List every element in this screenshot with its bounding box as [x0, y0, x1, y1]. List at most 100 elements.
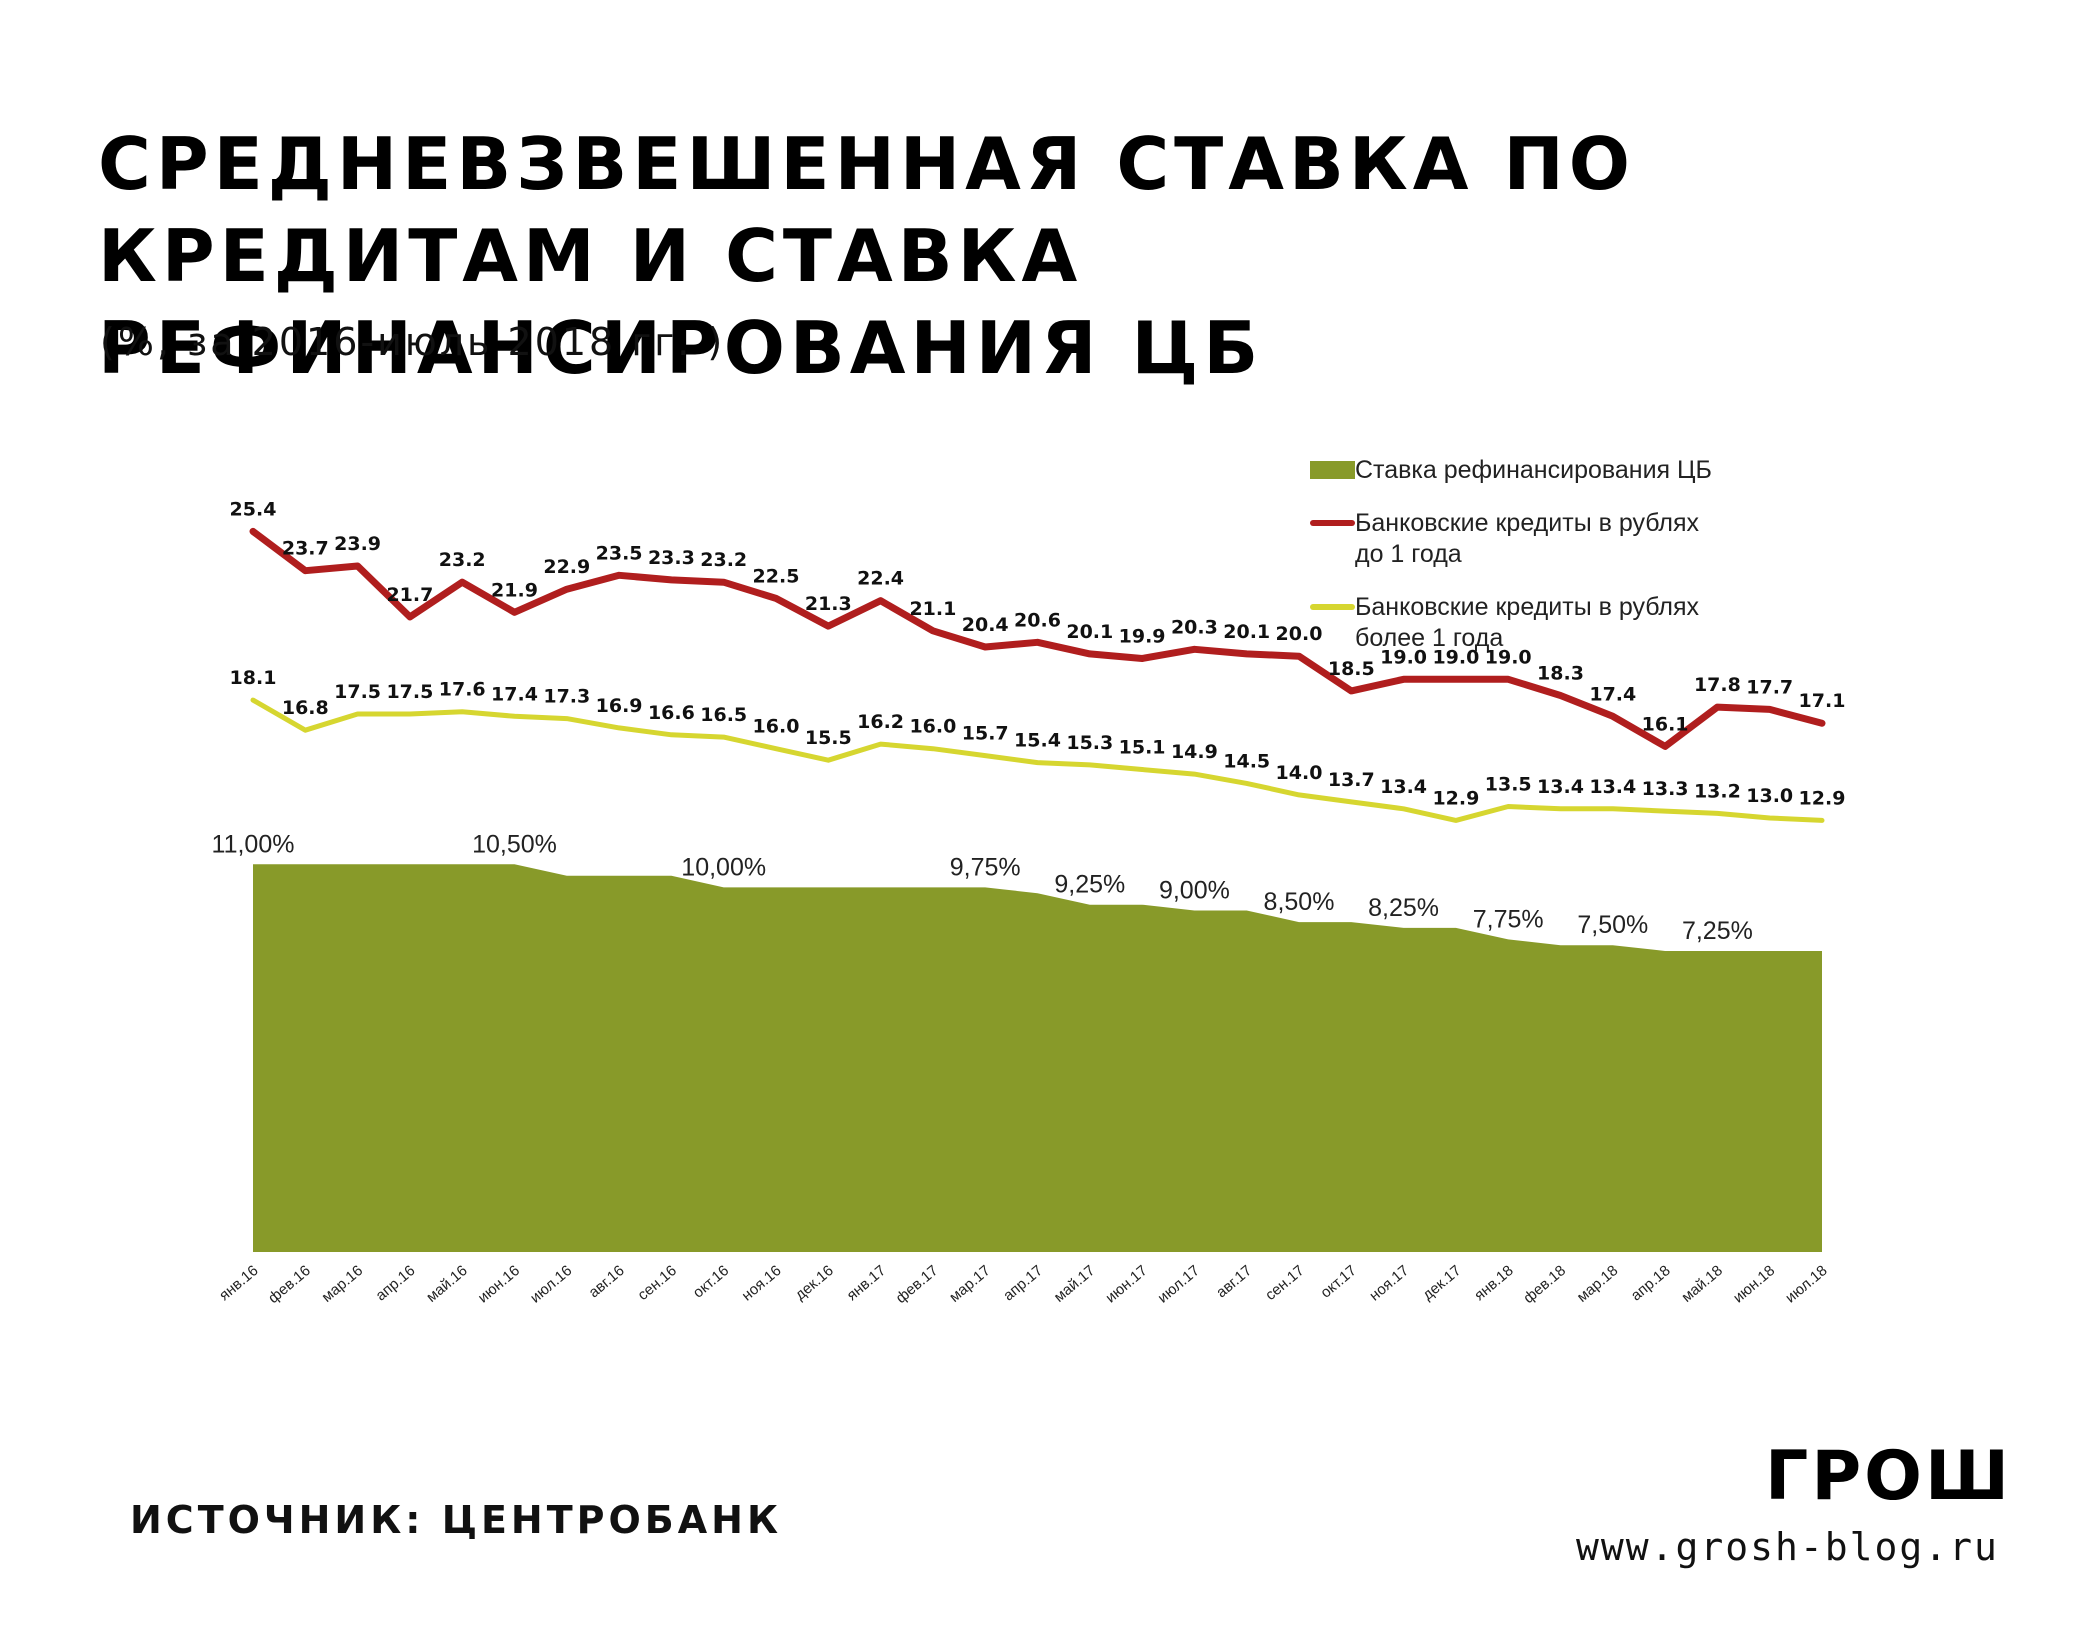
refinancing-label: 8,50%	[1264, 888, 1335, 916]
short-term-data-label: 19.0	[1485, 646, 1532, 668]
short-term-data-label: 23.2	[700, 549, 747, 571]
short-term-data-label: 20.0	[1276, 623, 1323, 645]
short-term-data-label: 18.5	[1328, 658, 1375, 680]
x-tick-label: апр.18	[1628, 1262, 1674, 1304]
long-term-data-label: 17.3	[543, 686, 590, 708]
short-term-data-label: 20.3	[1171, 616, 1218, 638]
refinancing-label: 10,50%	[472, 830, 557, 858]
long-term-data-label: 17.5	[386, 681, 433, 703]
long-term-data-label: 13.4	[1537, 776, 1584, 798]
short-term-data-label: 23.2	[439, 549, 486, 571]
short-term-data-label: 20.6	[1014, 609, 1061, 631]
x-tick-label: сен.17	[1262, 1262, 1307, 1304]
refinancing-label: 7,75%	[1473, 905, 1544, 933]
x-tick-label: май.18	[1678, 1262, 1726, 1306]
long-term-data-label: 14.5	[1223, 750, 1270, 772]
refinancing-label: 9,25%	[1054, 871, 1125, 899]
long-term-data-label: 16.6	[648, 702, 695, 724]
x-tick-label: ноя.16	[739, 1262, 785, 1304]
short-term-data-label: 25.4	[230, 498, 277, 520]
short-term-data-label: 20.1	[1223, 621, 1270, 643]
long-term-data-label: 13.5	[1485, 774, 1532, 796]
refinancing-label: 11,00%	[212, 830, 295, 858]
long-term-data-label: 13.3	[1642, 778, 1689, 800]
long-term-data-label: 17.5	[334, 681, 381, 703]
legend-item-short-term: Банковские кредиты в рублях до 1 года	[1310, 508, 1730, 570]
short-term-data-label: 17.1	[1799, 690, 1846, 712]
x-tick-label: мар.16	[319, 1262, 367, 1306]
long-term-data-label: 14.0	[1276, 762, 1323, 784]
short-term-data-label: 21.1	[909, 598, 956, 620]
long-term-data-label: 13.2	[1694, 780, 1741, 802]
chart-title: СРЕДНЕВЗВЕШЕННАЯ СТАВКА ПО КРЕДИТАМ И СТ…	[98, 122, 1635, 390]
short-term-data-label: 22.4	[857, 568, 904, 590]
short-term-line	[249, 527, 1826, 750]
long-term-data-label: 17.4	[491, 683, 538, 705]
legend-swatch-long-term	[1310, 604, 1355, 610]
long-term-data-label: 12.9	[1432, 787, 1479, 809]
long-term-data-label: 13.4	[1589, 776, 1636, 798]
x-tick-label: мар.18	[1574, 1262, 1622, 1306]
chart-subtitle: (%, за 2016-июль 2018 гг. )	[100, 320, 726, 364]
x-tick-label: апр.17	[1000, 1262, 1046, 1304]
x-tick-label: окт.16	[690, 1262, 732, 1301]
chart-legend: Ставка рефинансирования ЦБ Банковские кр…	[1310, 455, 1730, 676]
x-tick-label: фев.17	[893, 1262, 942, 1307]
short-term-data-label: 17.8	[1694, 674, 1741, 696]
x-tick-label: дек.16	[792, 1262, 837, 1304]
short-term-data-label: 19.0	[1380, 646, 1427, 668]
long-term-data-label: 12.9	[1799, 787, 1846, 809]
refinancing-area	[253, 864, 1822, 1252]
rates-chart: 11,00% 10,50% 10,00% 9,75% 9,25% 9,00% 8,50% 8,…	[212, 498, 1846, 1307]
legend-swatch-short-term	[1310, 520, 1355, 526]
legend-item-long-term: Банковские кредиты в рублях более 1 года	[1310, 592, 1730, 654]
long-term-data-label: 14.9	[1171, 741, 1218, 763]
short-term-data-label: 22.9	[543, 556, 590, 578]
x-tick-label: мар.17	[946, 1262, 994, 1306]
refinancing-label: 10,00%	[681, 853, 766, 881]
site-url: www.grosh-blog.ru	[1576, 1525, 1999, 1569]
long-term-data-label: 13.0	[1746, 785, 1793, 807]
brand-logo: ГРОШ	[1765, 1437, 2012, 1516]
long-term-data-label: 15.4	[1014, 730, 1061, 752]
short-term-data-label: 20.4	[962, 614, 1009, 636]
short-term-data-label: 23.3	[648, 547, 695, 569]
x-tick-label: фев.16	[265, 1262, 314, 1307]
short-term-data-label: 19.0	[1432, 646, 1479, 668]
short-term-data-label: 21.3	[805, 593, 852, 615]
x-tick-label: дек.17	[1419, 1262, 1464, 1304]
long-term-data-label: 13.7	[1328, 769, 1375, 791]
long-term-data-label: 16.8	[282, 697, 329, 719]
refinancing-label: 9,75%	[950, 853, 1021, 881]
x-tick-label: май.16	[423, 1262, 471, 1306]
long-term-data-label: 15.7	[962, 723, 1009, 745]
long-term-data-label: 15.1	[1119, 737, 1166, 759]
source-note: ИСТОЧНИК: ЦЕНТРОБАНК	[130, 1498, 783, 1542]
long-term-data-label: 18.1	[230, 667, 277, 689]
short-term-data-label: 22.5	[753, 565, 800, 587]
refinancing-label: 8,25%	[1368, 894, 1439, 922]
legend-label-long-term: Банковские кредиты в рублях более 1 года	[1355, 593, 1700, 652]
short-term-data-label: 21.7	[386, 584, 433, 606]
x-tick-label: янв.17	[844, 1262, 890, 1304]
refinancing-label: 9,00%	[1159, 877, 1230, 905]
x-tick-label: апр.16	[373, 1262, 419, 1304]
x-tick-label: июл.18	[1782, 1262, 1830, 1306]
long-term-data-label: 16.0	[909, 716, 956, 738]
long-term-data-label: 16.2	[857, 711, 904, 733]
long-term-data-label: 16.0	[753, 716, 800, 738]
short-term-data-label: 16.1	[1642, 713, 1689, 735]
short-term-data-label: 17.7	[1746, 676, 1793, 698]
short-term-data-label: 19.9	[1119, 626, 1166, 648]
x-tick-label: янв.16	[216, 1262, 262, 1304]
x-tick-label: июн.16	[475, 1262, 523, 1306]
short-term-data-label: 17.4	[1589, 683, 1636, 705]
short-term-data-label: 23.5	[596, 542, 643, 564]
x-tick-label: июн.17	[1102, 1262, 1150, 1306]
long-term-data-label: 15.5	[805, 727, 852, 749]
refinancing-label: 7,25%	[1682, 917, 1753, 945]
x-tick-label: янв.18	[1471, 1262, 1517, 1304]
x-tick-label: июл.17	[1155, 1262, 1203, 1306]
x-tick-label: авг.17	[1213, 1262, 1255, 1301]
x-tick-label: окт.17	[1317, 1262, 1359, 1301]
